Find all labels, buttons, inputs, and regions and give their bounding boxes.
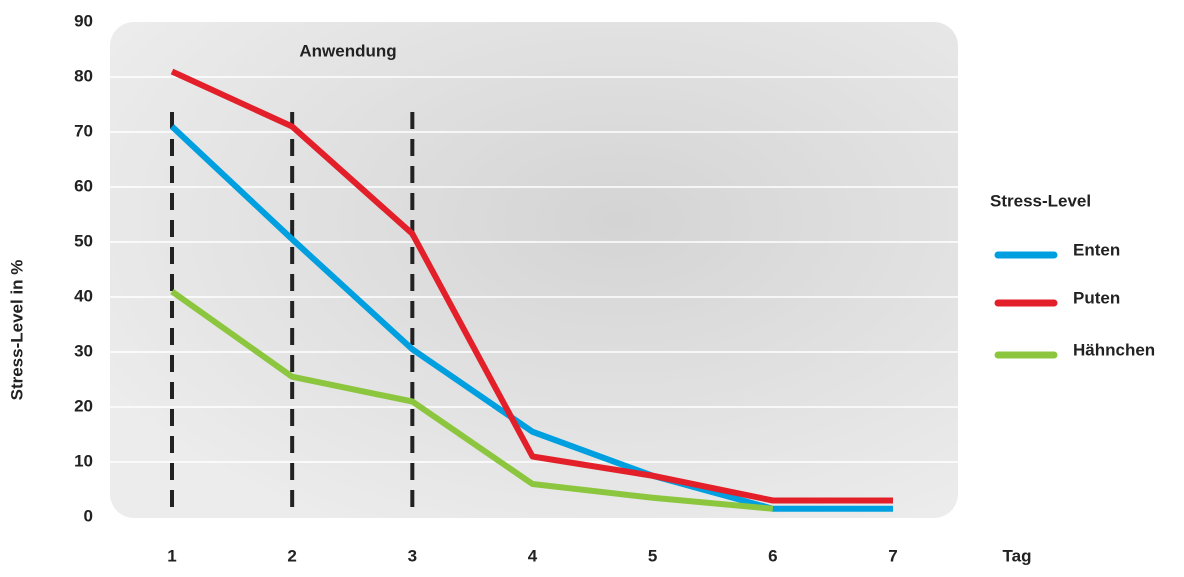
y-tick-label: 90 bbox=[74, 11, 93, 30]
x-tick-label: 7 bbox=[888, 546, 897, 565]
legend-label: Hähnchen bbox=[1073, 340, 1155, 359]
x-tick-label: 4 bbox=[528, 546, 538, 565]
x-tick-label: 1 bbox=[167, 546, 176, 565]
x-tick-label: 5 bbox=[648, 546, 657, 565]
data-line bbox=[170, 289, 774, 512]
data-line bbox=[170, 68, 893, 504]
y-tick-label: 0 bbox=[84, 506, 93, 525]
legend-label: Puten bbox=[1073, 288, 1120, 307]
legend-label: Enten bbox=[1073, 240, 1120, 259]
x-tick-label: 6 bbox=[768, 546, 777, 565]
plot-background bbox=[110, 22, 958, 518]
x-axis-title: Tag bbox=[1003, 546, 1032, 565]
y-tick-label: 40 bbox=[74, 286, 93, 305]
y-tick-label: 80 bbox=[74, 66, 93, 85]
y-tick-label: 50 bbox=[74, 231, 93, 250]
y-tick-label: 60 bbox=[74, 176, 93, 195]
y-tick-label: 30 bbox=[74, 341, 93, 360]
x-tick-label: 3 bbox=[408, 546, 417, 565]
annotation: Anwendung bbox=[299, 41, 396, 60]
y-tick-label: 10 bbox=[74, 451, 93, 470]
y-axis-title: Stress-Level in % bbox=[7, 260, 26, 401]
x-tick-label: 2 bbox=[287, 546, 296, 565]
y-tick-label: 20 bbox=[74, 396, 93, 415]
y-tick-label: 70 bbox=[74, 121, 93, 140]
legend-title: Stress-Level bbox=[990, 191, 1091, 210]
